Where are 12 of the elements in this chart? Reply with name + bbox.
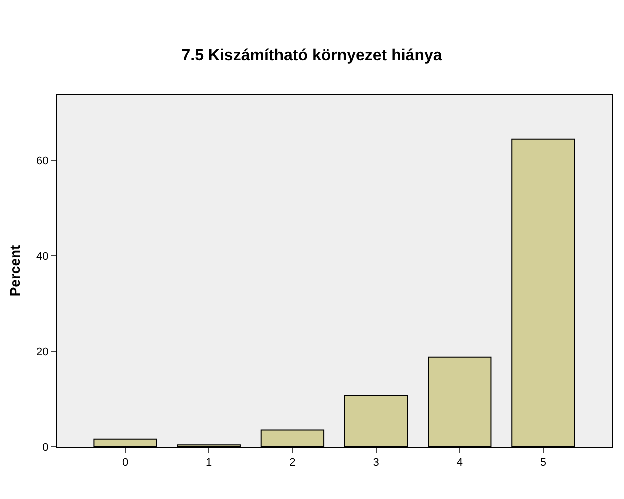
x-tick-label: 2 bbox=[290, 457, 296, 470]
x-tick-label: 0 bbox=[122, 457, 129, 470]
x-tick-label: 1 bbox=[206, 457, 212, 470]
x-tick-label: 5 bbox=[540, 457, 547, 470]
y-tick-label: 60 bbox=[36, 156, 49, 168]
x-tick-label: 4 bbox=[456, 457, 463, 470]
y-tick-label: 40 bbox=[36, 251, 49, 264]
y-axis-title: Percent bbox=[7, 244, 24, 297]
y-tick-label: 20 bbox=[36, 346, 49, 358]
y-tick-label: 0 bbox=[42, 442, 49, 454]
x-tick-label: 3 bbox=[373, 457, 380, 470]
chart-title: 7.5 Kiszámítható környezet hiánya bbox=[182, 47, 442, 64]
